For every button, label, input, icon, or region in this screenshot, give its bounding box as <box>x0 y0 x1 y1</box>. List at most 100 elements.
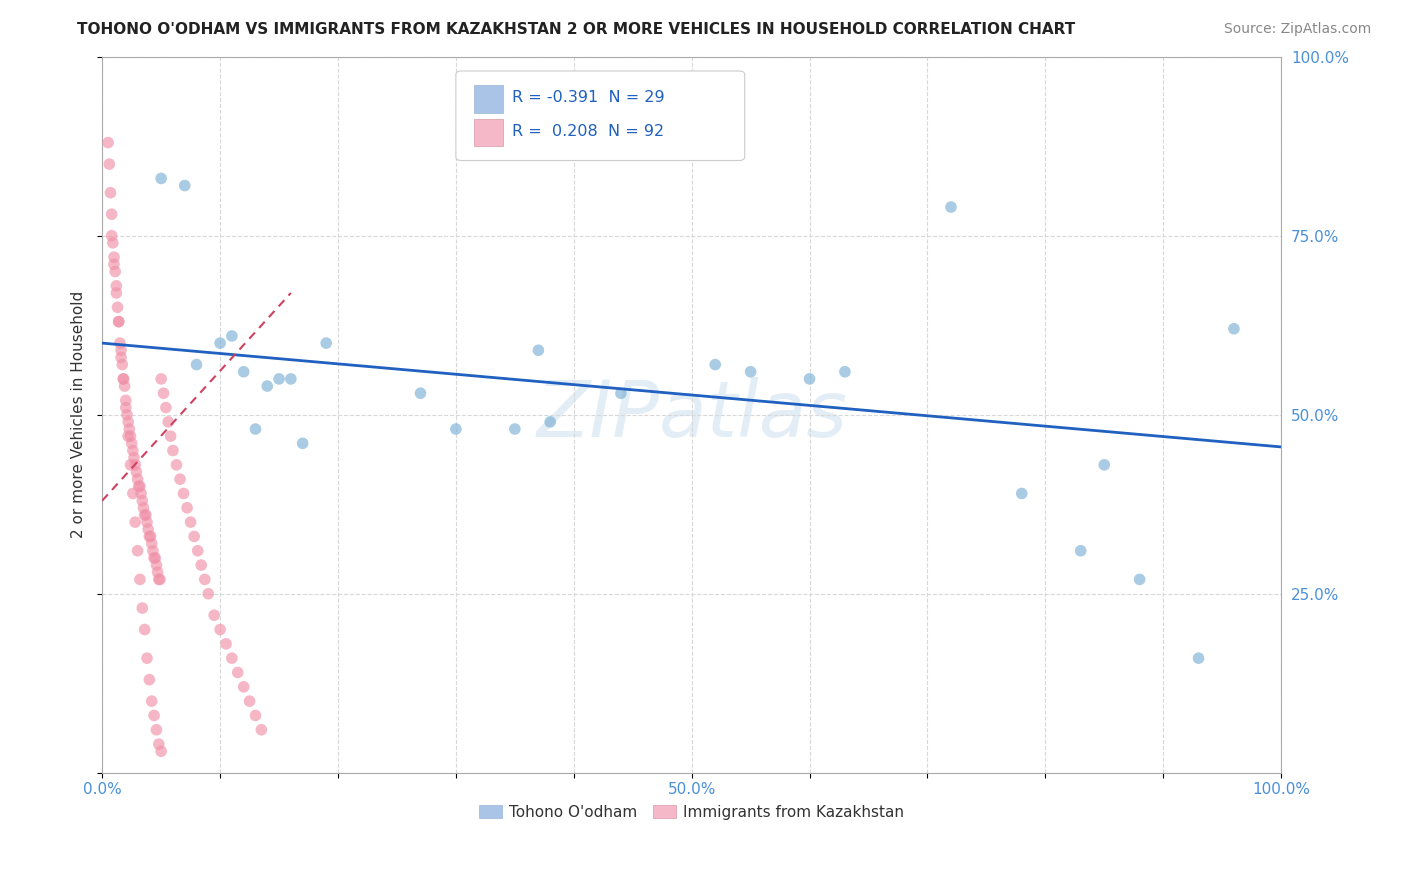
Point <box>100 186 122 200</box>
Point <box>107 315 129 329</box>
Point <box>103 250 125 264</box>
Point <box>939 200 962 214</box>
Point <box>169 472 191 486</box>
Point <box>538 415 561 429</box>
Point <box>107 315 129 329</box>
Point <box>215 637 238 651</box>
Text: R =  0.208  N = 92: R = 0.208 N = 92 <box>512 124 665 138</box>
Point <box>105 278 128 293</box>
Point <box>157 415 180 429</box>
Point <box>110 351 132 365</box>
Point <box>110 343 132 358</box>
Point <box>315 336 337 351</box>
Point <box>209 336 232 351</box>
Point <box>190 558 212 572</box>
Point <box>173 486 195 500</box>
Point <box>187 543 209 558</box>
Point <box>143 550 166 565</box>
Point <box>1187 651 1209 665</box>
Text: R = -0.391  N = 29: R = -0.391 N = 29 <box>512 90 665 105</box>
Point <box>209 623 232 637</box>
Point <box>143 550 166 565</box>
Point <box>280 372 302 386</box>
Point <box>183 529 205 543</box>
Point <box>118 422 141 436</box>
Point <box>245 708 267 723</box>
Point <box>124 458 146 472</box>
Point <box>112 372 135 386</box>
Point <box>136 651 159 665</box>
Point <box>197 587 219 601</box>
FancyBboxPatch shape <box>474 86 503 112</box>
FancyBboxPatch shape <box>456 71 745 161</box>
Point <box>221 651 243 665</box>
Point <box>1129 573 1152 587</box>
Point <box>127 543 149 558</box>
Point <box>1011 486 1033 500</box>
Point <box>120 429 142 443</box>
Point <box>103 257 125 271</box>
Point <box>129 479 152 493</box>
Point <box>139 529 162 543</box>
Point <box>141 536 163 550</box>
Point <box>799 372 821 386</box>
Point <box>149 573 172 587</box>
Text: ZIPatlas: ZIPatlas <box>536 376 846 453</box>
Point <box>120 458 142 472</box>
Point <box>114 393 136 408</box>
Point <box>740 365 762 379</box>
Point <box>141 694 163 708</box>
Point <box>121 443 143 458</box>
Point <box>166 458 188 472</box>
Point <box>104 264 127 278</box>
Point <box>1092 458 1115 472</box>
Point <box>132 500 155 515</box>
Point <box>834 365 856 379</box>
Point <box>610 386 633 401</box>
Point <box>150 171 173 186</box>
Point <box>105 285 128 300</box>
Point <box>162 443 184 458</box>
Point <box>146 566 169 580</box>
Point <box>704 358 727 372</box>
Point <box>131 493 153 508</box>
Point <box>138 529 160 543</box>
Point <box>1070 543 1092 558</box>
Text: TOHONO O'ODHAM VS IMMIGRANTS FROM KAZAKHSTAN 2 OR MORE VEHICLES IN HOUSEHOLD COR: TOHONO O'ODHAM VS IMMIGRANTS FROM KAZAKH… <box>77 22 1076 37</box>
Point <box>128 479 150 493</box>
Point <box>129 486 152 500</box>
Point <box>121 436 143 450</box>
Point <box>131 601 153 615</box>
Point <box>108 336 131 351</box>
Point <box>148 737 170 751</box>
Point <box>122 450 145 465</box>
Point <box>100 207 122 221</box>
Point <box>134 508 156 522</box>
Point <box>142 543 165 558</box>
Point <box>125 465 148 479</box>
Y-axis label: 2 or more Vehicles in Household: 2 or more Vehicles in Household <box>72 291 86 539</box>
Point <box>150 372 173 386</box>
Point <box>194 573 217 587</box>
Point <box>256 379 278 393</box>
Point <box>115 408 138 422</box>
Point <box>150 744 173 758</box>
Point <box>503 422 526 436</box>
Point <box>136 515 159 529</box>
Point <box>202 608 225 623</box>
Point <box>134 623 156 637</box>
Point <box>101 235 124 250</box>
Point <box>145 723 167 737</box>
Point <box>107 301 129 315</box>
Point <box>527 343 550 358</box>
Point <box>138 673 160 687</box>
Point <box>239 694 262 708</box>
Point <box>98 157 121 171</box>
Point <box>129 573 152 587</box>
Point <box>97 136 120 150</box>
Point <box>173 178 195 193</box>
Point <box>232 680 254 694</box>
Point <box>221 329 243 343</box>
Point <box>152 386 174 401</box>
Point <box>176 500 198 515</box>
